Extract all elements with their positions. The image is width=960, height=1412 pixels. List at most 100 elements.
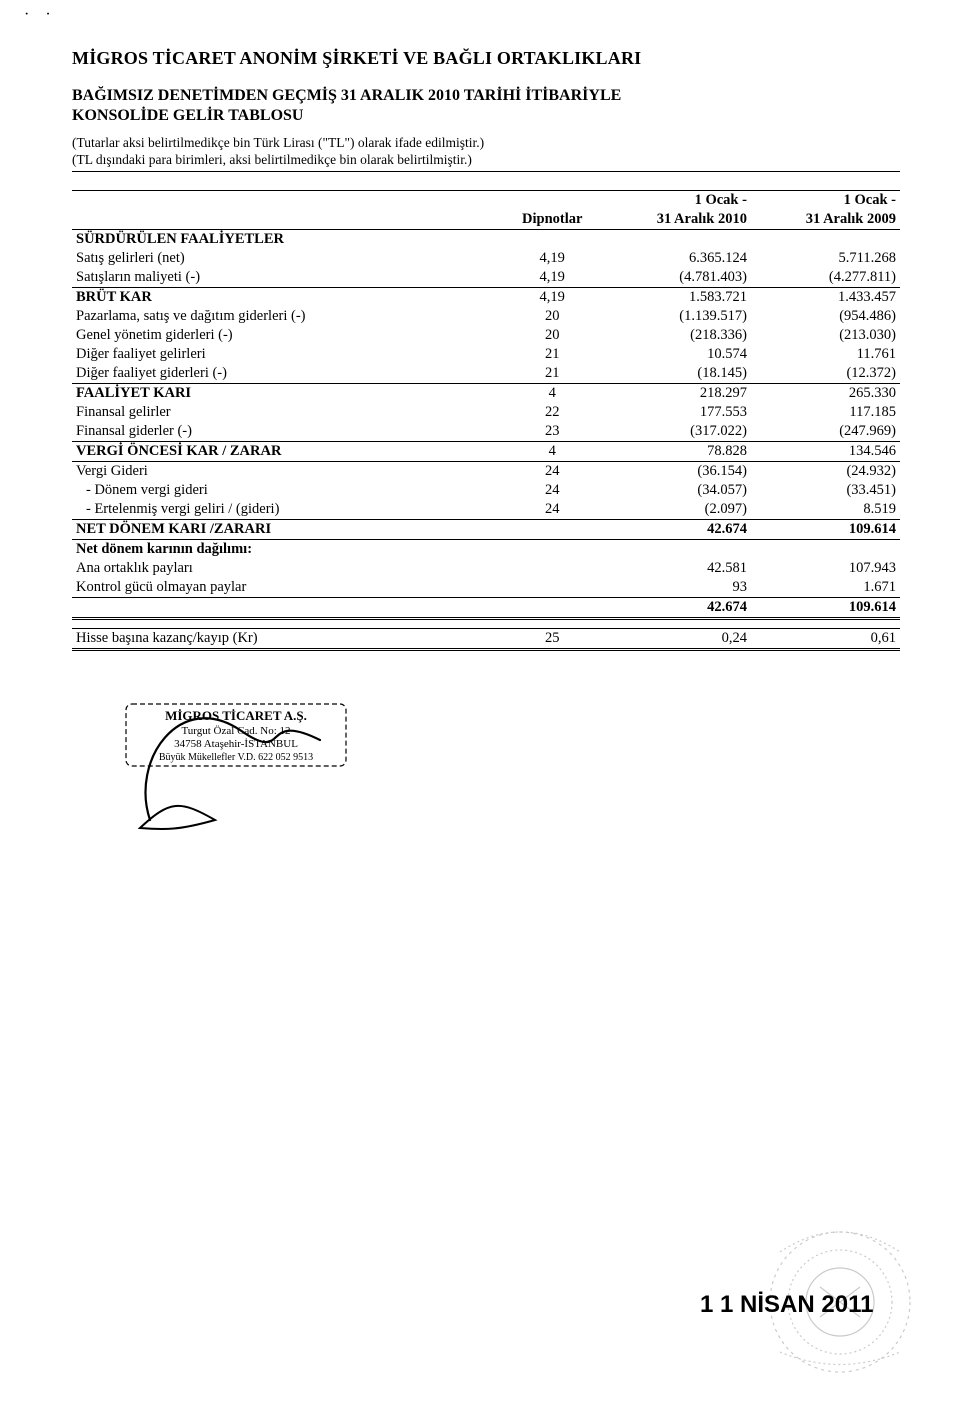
cell-label: Diğer faaliyet giderleri (-) xyxy=(72,364,503,384)
row-cogs: Satışların maliyeti (-) 4,19 (4.781.403)… xyxy=(72,268,900,288)
currency-note-1: (Tutarlar aksi belirtilmedikçe bin Türk … xyxy=(72,135,900,152)
cell-v1: (2.097) xyxy=(602,500,751,520)
cell-v2: (24.932) xyxy=(751,461,900,481)
row-total: 42.674 109.614 xyxy=(72,597,900,618)
cell-v2: (213.030) xyxy=(751,326,900,345)
row-other-income: Diğer faaliyet gelirleri 21 10.574 11.76… xyxy=(72,345,900,364)
cell-v2: 265.330 xyxy=(751,383,900,403)
cell-label: - Ertelenmiş vergi geliri / (gideri) xyxy=(72,500,503,520)
row-tax-current: - Dönem vergi gideri 24 (34.057) (33.451… xyxy=(72,481,900,500)
cell-v2: 8.519 xyxy=(751,500,900,520)
cell-note: 4,19 xyxy=(503,287,602,307)
cell-v1: (36.154) xyxy=(602,461,751,481)
cell-note: 4 xyxy=(503,441,602,461)
cell-v1: (1.139.517) xyxy=(602,307,751,326)
row-parent-share: Ana ortaklık payları 42.581 107.943 xyxy=(72,559,900,578)
cell-v2: 107.943 xyxy=(751,559,900,578)
notes-header: Dipnotlar xyxy=(503,210,602,230)
cell-v2: (954.486) xyxy=(751,307,900,326)
cell-v1: 93 xyxy=(602,578,751,598)
row-gross-profit: BRÜT KAR 4,19 1.583.721 1.433.457 xyxy=(72,287,900,307)
cell-v2: 5.711.268 xyxy=(751,249,900,268)
row-admin: Genel yönetim giderleri (-) 20 (218.336)… xyxy=(72,326,900,345)
cell-v1: 218.297 xyxy=(602,383,751,403)
cell-note: 25 xyxy=(503,628,602,649)
cell-v1: 1.583.721 xyxy=(602,287,751,307)
cell-note: 23 xyxy=(503,422,602,442)
cell-label: Ana ortaklık payları xyxy=(72,559,503,578)
cell-note: 24 xyxy=(503,461,602,481)
continuing-ops-label: SÜRDÜRÜLEN FAALİYETLER xyxy=(72,229,503,249)
cell-note: 4,19 xyxy=(503,249,602,268)
cell-v1: (34.057) xyxy=(602,481,751,500)
cell-v2: 117.185 xyxy=(751,403,900,422)
page: · · MİGROS TİCARET ANONİM ŞİRKETİ VE BAĞ… xyxy=(0,0,960,1412)
row-tax: Vergi Gideri 24 (36.154) (24.932) xyxy=(72,461,900,481)
row-fin-expense: Finansal giderler (-) 23 (317.022) (247.… xyxy=(72,422,900,442)
row-fin-income: Finansal gelirler 22 177.553 117.185 xyxy=(72,403,900,422)
cell-v1: (4.781.403) xyxy=(602,268,751,288)
scan-dots: · · xyxy=(24,6,57,24)
table-header-row-1: 1 Ocak - 1 Ocak - xyxy=(72,190,900,210)
cell-v1: (317.022) xyxy=(602,422,751,442)
cell-v1: 42.674 xyxy=(602,519,751,539)
cell-v2: (247.969) xyxy=(751,422,900,442)
currency-note-2: (TL dışındaki para birimleri, aksi belir… xyxy=(72,152,900,169)
cell-v1: 0,24 xyxy=(602,628,751,649)
row-marketing: Pazarlama, satış ve dağıtım giderleri (-… xyxy=(72,307,900,326)
cell-note: 20 xyxy=(503,307,602,326)
cell-label: BRÜT KAR xyxy=(72,287,503,307)
cell-note: 21 xyxy=(503,364,602,384)
continuing-ops-header: SÜRDÜRÜLEN FAALİYETLER xyxy=(72,229,900,249)
signature-loop-icon xyxy=(140,806,215,829)
company-stamp: MİGROS TİCARET A.Ş. Turgut Özal Cad. No:… xyxy=(120,700,360,840)
row-nci-share: Kontrol gücü olmayan paylar 93 1.671 xyxy=(72,578,900,598)
company-title: MİGROS TİCARET ANONİM ŞİRKETİ VE BAĞLI O… xyxy=(72,48,900,69)
cell-label: Kontrol gücü olmayan paylar xyxy=(72,578,503,598)
cell-label: Diğer faaliyet gelirleri xyxy=(72,345,503,364)
cell-v2: (4.277.811) xyxy=(751,268,900,288)
cell-v2: 0,61 xyxy=(751,628,900,649)
cell-note: 24 xyxy=(503,500,602,520)
cell-v1: 42.674 xyxy=(602,597,751,618)
cell-v2: 1.433.457 xyxy=(751,287,900,307)
period1-bot: 31 Aralık 2010 xyxy=(602,210,751,230)
cell-note: 20 xyxy=(503,326,602,345)
notes-block: (Tutarlar aksi belirtilmedikçe bin Türk … xyxy=(72,135,900,172)
period2-top: 1 Ocak - xyxy=(751,190,900,210)
row-operating-profit: FAALİYET KARI 4 218.297 265.330 xyxy=(72,383,900,403)
cell-v1: 6.365.124 xyxy=(602,249,751,268)
row-sales: Satış gelirleri (net) 4,19 6.365.124 5.7… xyxy=(72,249,900,268)
cell-v2: 134.546 xyxy=(751,441,900,461)
row-other-expense: Diğer faaliyet giderleri (-) 21 (18.145)… xyxy=(72,364,900,384)
cell-label: Finansal gelirler xyxy=(72,403,503,422)
cell-v2: (12.372) xyxy=(751,364,900,384)
cell-label: FAALİYET KARI xyxy=(72,383,503,403)
audit-date-stamp: 1 1 NİSAN 2011 xyxy=(630,1182,930,1382)
stamp-line4: Büyük Mükellefler V.D. 622 052 9513 xyxy=(159,752,313,763)
cell-v2: 109.614 xyxy=(751,597,900,618)
stamp-line3: 34758 Ataşehir-İSTANBUL xyxy=(174,738,298,750)
cell-label: Hisse başına kazanç/kayıp (Kr) xyxy=(72,628,503,649)
cell-label: - Dönem vergi gideri xyxy=(72,481,503,500)
statement-title-line1: BAĞIMSIZ DENETİMDEN GEÇMİŞ 31 ARALIK 201… xyxy=(72,87,900,105)
cell-note: 4,19 xyxy=(503,268,602,288)
cell-label: Net dönem karının dağılımı: xyxy=(72,539,503,559)
cell-label: NET DÖNEM KARI /ZARARI xyxy=(72,519,503,539)
cell-v1: 10.574 xyxy=(602,345,751,364)
cell-label: Genel yönetim giderleri (-) xyxy=(72,326,503,345)
allocation-header: Net dönem karının dağılımı: xyxy=(72,539,900,559)
cell-v1: 177.553 xyxy=(602,403,751,422)
cell-v2: 109.614 xyxy=(751,519,900,539)
cell-note: 24 xyxy=(503,481,602,500)
cell-note: 22 xyxy=(503,403,602,422)
cell-label: Satış gelirleri (net) xyxy=(72,249,503,268)
row-profit-before-tax: VERGİ ÖNCESİ KAR / ZARAR 4 78.828 134.54… xyxy=(72,441,900,461)
period2-bot: 31 Aralık 2009 xyxy=(751,210,900,230)
table-header-row-2: Dipnotlar 31 Aralık 2010 31 Aralık 2009 xyxy=(72,210,900,230)
date-stamp-text: 1 1 NİSAN 2011 xyxy=(700,1291,873,1318)
cell-v2: 11.761 xyxy=(751,345,900,364)
cell-label: Vergi Gideri xyxy=(72,461,503,481)
statement-title-line2: KONSOLİDE GELİR TABLOSU xyxy=(72,107,900,125)
cell-v1: (18.145) xyxy=(602,364,751,384)
